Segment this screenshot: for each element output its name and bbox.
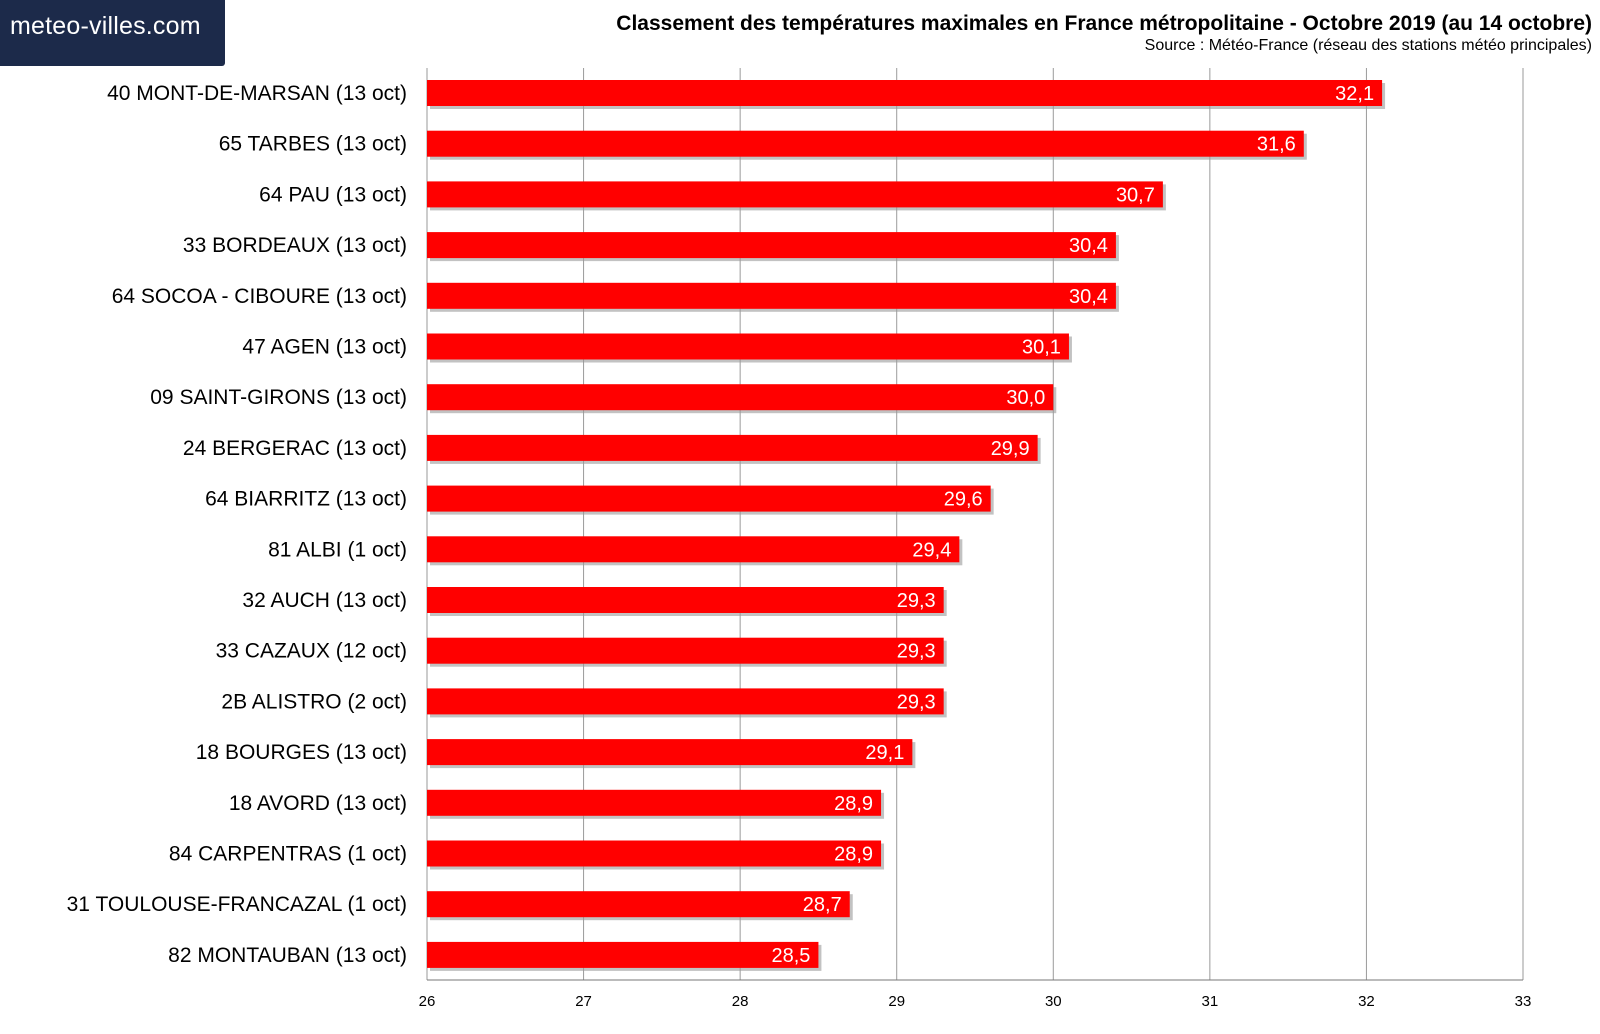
- bar: [427, 840, 882, 867]
- x-tick-label: 29: [888, 993, 905, 1010]
- bar: [427, 232, 1116, 259]
- category-label: 64 BIARRITZ (13 oct): [205, 488, 407, 511]
- category-label: 31 TOULOUSE-FRANCAZAL (1 oct): [67, 893, 407, 916]
- category-label: 65 TARBES (13 oct): [219, 133, 407, 156]
- category-label: 09 SAINT-GIRONS (13 oct): [150, 386, 407, 409]
- bar: [427, 637, 944, 664]
- category-label: 32 AUCH (13 oct): [242, 589, 407, 612]
- grid-lines: [426, 68, 1524, 980]
- value-label: 28,9: [834, 793, 873, 815]
- value-label: 30,1: [1022, 337, 1061, 359]
- x-tick-label: 27: [575, 993, 592, 1010]
- bar: [427, 536, 960, 563]
- x-tick-label: 28: [732, 993, 749, 1010]
- value-label: 29,3: [897, 590, 936, 612]
- bar: [427, 80, 1383, 106]
- site-logo: meteo-villes.com: [0, 0, 225, 66]
- bar: [427, 181, 1163, 208]
- x-tick-label: 30: [1045, 993, 1062, 1010]
- value-label: 29,9: [991, 438, 1030, 460]
- value-label: 30,4: [1069, 235, 1108, 257]
- bar: [427, 434, 1038, 461]
- value-label: 30,7: [1116, 184, 1155, 206]
- logo-text: meteo-villes.com: [10, 12, 201, 40]
- x-axis: 26 27 28 29 30 31 32 33: [419, 979, 1532, 1010]
- category-label: 40 MONT-DE-MARSAN (13 oct): [107, 82, 407, 105]
- value-label: 32,1: [1335, 83, 1374, 105]
- bar: [427, 130, 1304, 157]
- category-label: 2B ALISTRO (2 oct): [221, 690, 407, 713]
- value-label: 29,3: [897, 641, 936, 663]
- value-label: 29,3: [897, 691, 936, 713]
- labels: 32,1 40 MONT-DE-MARSAN (13 oct) 31,6 65 TAR…: [67, 82, 1374, 967]
- category-label: 84 CARPENTRAS (1 oct): [169, 843, 407, 866]
- x-tick-label: 31: [1202, 993, 1219, 1010]
- category-label: 82 MONTAUBAN (13 oct): [168, 944, 407, 967]
- bar: [427, 688, 944, 715]
- category-label: 81 ALBI (1 oct): [268, 538, 407, 561]
- category-label: 24 BERGERAC (13 oct): [183, 437, 407, 460]
- category-label: 33 BORDEAUX (13 oct): [183, 234, 407, 257]
- category-label: 18 AVORD (13 oct): [229, 792, 407, 815]
- value-label: 28,7: [803, 894, 842, 916]
- bar: [427, 587, 944, 613]
- value-label: 31,6: [1257, 134, 1296, 156]
- bar: [427, 739, 913, 766]
- value-label: 29,4: [912, 539, 951, 561]
- category-label: 33 CAZAUX (12 oct): [216, 640, 407, 663]
- bar: [427, 384, 1054, 411]
- value-label: 30,0: [1006, 387, 1045, 409]
- category-label: 47 AGEN (13 oct): [242, 336, 407, 359]
- category-label: 64 SOCOA - CIBOURE (13 oct): [112, 285, 407, 308]
- value-label: 30,4: [1069, 286, 1108, 308]
- value-label: 29,1: [865, 742, 904, 764]
- chart-title: Classement des températures maximales en…: [616, 12, 1592, 35]
- bar: [427, 485, 991, 512]
- value-label: 28,9: [834, 844, 873, 866]
- x-tick-label: 26: [419, 993, 436, 1010]
- value-label: 28,5: [771, 945, 810, 967]
- bar: [427, 941, 819, 968]
- x-tick-label: 33: [1515, 993, 1532, 1010]
- bars: [427, 80, 1386, 971]
- value-label: 29,6: [944, 489, 983, 511]
- bar: [427, 789, 882, 816]
- category-label: 64 PAU (13 oct): [259, 183, 407, 206]
- bar: [427, 333, 1069, 360]
- category-label: 18 BOURGES (13 oct): [196, 741, 407, 764]
- x-tick-label: 32: [1358, 993, 1375, 1010]
- chart-source: Source : Météo-France (réseau des statio…: [1144, 37, 1592, 54]
- bar: [427, 891, 850, 918]
- bar: [427, 282, 1116, 309]
